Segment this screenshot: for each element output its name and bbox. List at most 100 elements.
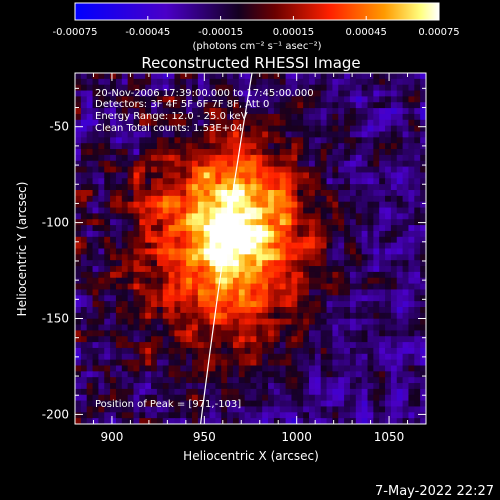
heatmap-cell xyxy=(98,73,105,80)
heatmap-cell xyxy=(396,172,404,179)
heatmap-cell xyxy=(303,277,310,285)
heatmap-cell xyxy=(232,149,240,156)
heatmap-cell xyxy=(291,342,298,349)
heatmap-cell xyxy=(168,353,176,361)
heatmap-cell xyxy=(385,230,392,238)
heatmap-cell xyxy=(385,312,392,320)
heatmap-cell xyxy=(215,119,222,127)
heatmap-cell xyxy=(221,406,228,413)
heatmap-cell xyxy=(268,394,275,402)
heatmap-cell xyxy=(408,388,415,396)
heatmap-cell xyxy=(279,301,287,308)
heatmap-cell xyxy=(92,90,99,97)
heatmap-cell xyxy=(104,383,111,390)
heatmap-cell xyxy=(385,295,392,302)
heatmap-cell xyxy=(110,324,117,331)
heatmap-cell xyxy=(180,73,187,80)
heatmap-cell xyxy=(244,137,252,144)
heatmap-cell xyxy=(127,301,135,308)
heatmap-cell xyxy=(151,73,158,80)
heatmap-cell xyxy=(156,301,164,308)
heatmap-cell xyxy=(279,207,287,214)
heatmap-cell xyxy=(192,324,199,331)
heatmap-cell xyxy=(420,365,426,372)
heatmap-cell xyxy=(227,289,234,296)
heatmap-cell xyxy=(420,131,426,138)
heatmap-cell xyxy=(279,318,287,326)
heatmap-cell xyxy=(115,301,123,308)
heatmap-cell xyxy=(186,90,193,97)
heatmap-cell xyxy=(232,418,240,424)
heatmap-cell xyxy=(139,242,146,250)
heatmap-cell xyxy=(279,324,287,331)
heatmap-cell xyxy=(268,201,275,209)
heatmap-cell xyxy=(420,307,426,314)
heatmap-cell xyxy=(297,207,304,214)
heatmap-cell xyxy=(215,160,222,168)
heatmap-cell xyxy=(349,266,357,273)
heatmap-cell xyxy=(396,388,404,396)
heatmap-cell xyxy=(209,312,216,320)
heatmap-cell xyxy=(379,295,386,302)
heatmap-cell xyxy=(238,353,246,361)
heatmap-cell xyxy=(145,353,152,361)
heatmap-cell xyxy=(379,113,386,121)
heatmap-cell xyxy=(151,318,158,326)
heatmap-cell xyxy=(139,388,146,396)
heatmap-cell xyxy=(209,184,216,191)
heatmap-cell xyxy=(110,102,117,109)
heatmap-cell xyxy=(408,418,415,424)
heatmap-cell xyxy=(227,277,234,285)
heatmap-cell xyxy=(297,266,304,273)
heatmap-cell xyxy=(379,149,386,156)
heatmap-cell xyxy=(355,184,363,191)
heatmap-cell xyxy=(408,178,415,185)
heatmap-cell xyxy=(115,230,123,238)
heatmap-cell xyxy=(86,131,94,138)
heatmap-cell xyxy=(420,388,426,396)
heatmap-cell xyxy=(262,394,269,402)
heatmap-cell xyxy=(390,236,398,244)
heatmap-cell xyxy=(86,213,94,220)
heatmap-cell xyxy=(396,394,404,402)
heatmap-cell xyxy=(338,347,345,355)
heatmap-cell xyxy=(127,201,135,209)
heatmap-cell xyxy=(232,236,240,244)
heatmap-cell xyxy=(297,125,304,133)
heatmap-cell xyxy=(174,160,181,168)
heatmap-cell xyxy=(232,283,240,291)
heatmap-cell xyxy=(244,359,252,367)
heatmap-cell xyxy=(320,90,328,97)
heatmap-cell xyxy=(303,301,310,308)
heatmap-cell xyxy=(349,125,357,133)
heatmap-cell xyxy=(355,195,363,203)
heatmap-cell xyxy=(262,353,269,361)
heatmap-cell xyxy=(221,184,228,191)
heatmap-cell xyxy=(139,113,146,121)
heatmap-cell xyxy=(174,365,181,372)
heatmap-cell xyxy=(379,160,386,168)
heatmap-cell xyxy=(373,359,380,367)
heatmap-cell xyxy=(373,330,380,337)
heatmap-cell xyxy=(297,149,304,156)
heatmap-cell xyxy=(238,149,246,156)
heatmap-cell xyxy=(420,412,426,419)
heatmap-cell xyxy=(402,178,410,185)
heatmap-cell xyxy=(379,307,386,314)
heatmap-cell xyxy=(332,277,339,285)
heatmap-cell xyxy=(349,90,357,97)
heatmap-cell xyxy=(151,125,158,133)
heatmap-cell xyxy=(244,347,252,355)
heatmap-cell xyxy=(133,160,140,168)
heatmap-cell xyxy=(215,225,222,232)
heatmap-cell xyxy=(314,330,322,337)
heatmap-cell xyxy=(390,365,398,372)
heatmap-cell xyxy=(256,318,263,326)
heatmap-cell xyxy=(86,219,94,226)
heatmap-cell xyxy=(385,418,392,424)
heatmap-cell xyxy=(209,347,216,355)
heatmap-cell xyxy=(80,248,88,255)
heatmap-cell xyxy=(250,266,257,273)
heatmap-cell xyxy=(139,102,146,109)
heatmap-cell xyxy=(373,195,380,203)
